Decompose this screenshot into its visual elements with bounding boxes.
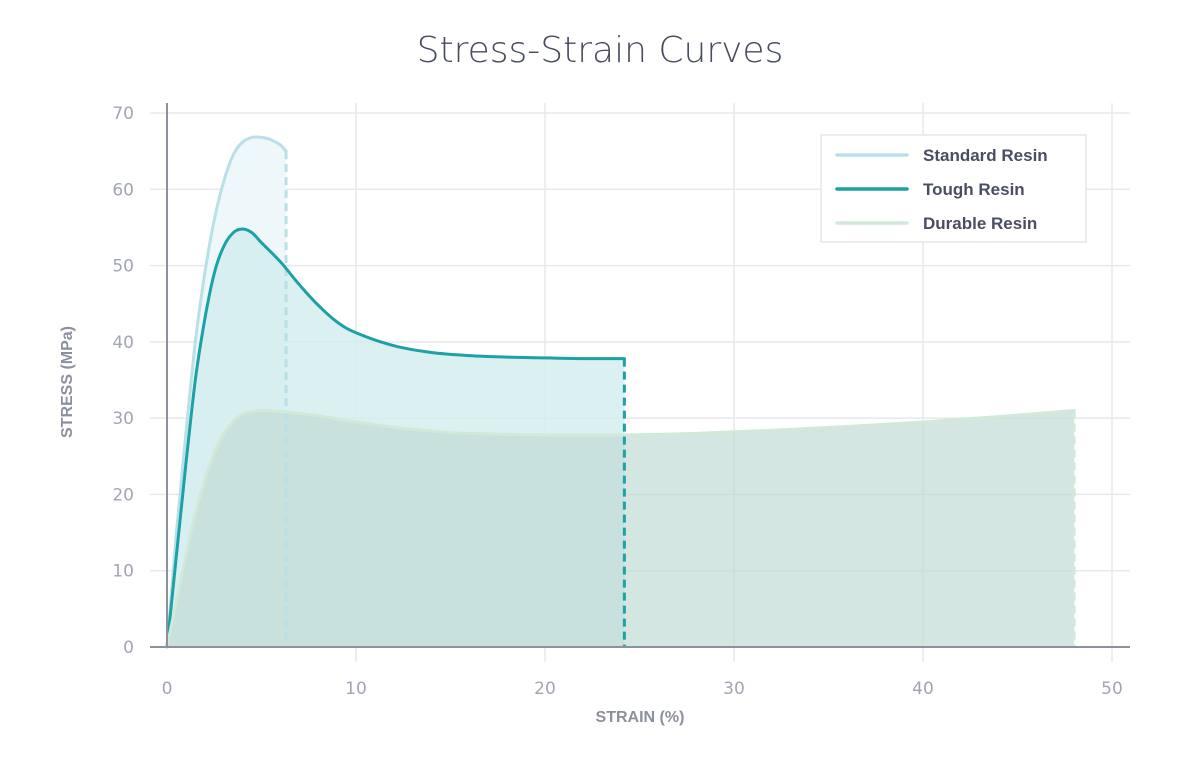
x-axis-label: STRAIN (%) <box>596 709 685 726</box>
durable-resin-line <box>165 408 1076 649</box>
x-tick-label: 40 <box>912 679 934 699</box>
y-tick-label: 0 <box>123 638 134 658</box>
legend-label-tough-resin: Tough Resin <box>923 180 1025 199</box>
legend-label-standard-resin: Standard Resin <box>923 146 1048 165</box>
area-fills <box>167 136 1075 648</box>
tough-resin-line <box>165 227 626 649</box>
y-axis-label: STRESS (MPa) <box>59 326 76 438</box>
y-tick-label: 60 <box>112 180 134 200</box>
chart-title: Stress-Strain Curves <box>417 30 784 71</box>
axes: 0 10 20 30 40 50 60 70 0 10 20 30 40 50 <box>112 103 1130 699</box>
y-tick-label: 50 <box>112 257 134 277</box>
x-tick-label: 50 <box>1101 679 1123 699</box>
y-tick-label: 30 <box>112 409 134 429</box>
x-tick-label: 20 <box>534 679 556 699</box>
y-tick-label: 40 <box>112 333 134 353</box>
y-tick-label: 20 <box>112 485 134 505</box>
x-tick-label: 10 <box>345 679 367 699</box>
legend: Standard Resin Tough Resin Durable Resin <box>820 134 1087 243</box>
series-lines <box>165 135 1076 649</box>
durable-resin-area <box>167 410 1075 647</box>
x-tick-label: 0 <box>162 679 173 699</box>
y-tick-label: 70 <box>112 104 134 124</box>
y-tick-label: 10 <box>112 562 134 582</box>
standard-resin-line <box>165 135 288 649</box>
legend-label-durable-resin: Durable Resin <box>923 214 1037 233</box>
x-tick-label: 30 <box>723 679 745 699</box>
